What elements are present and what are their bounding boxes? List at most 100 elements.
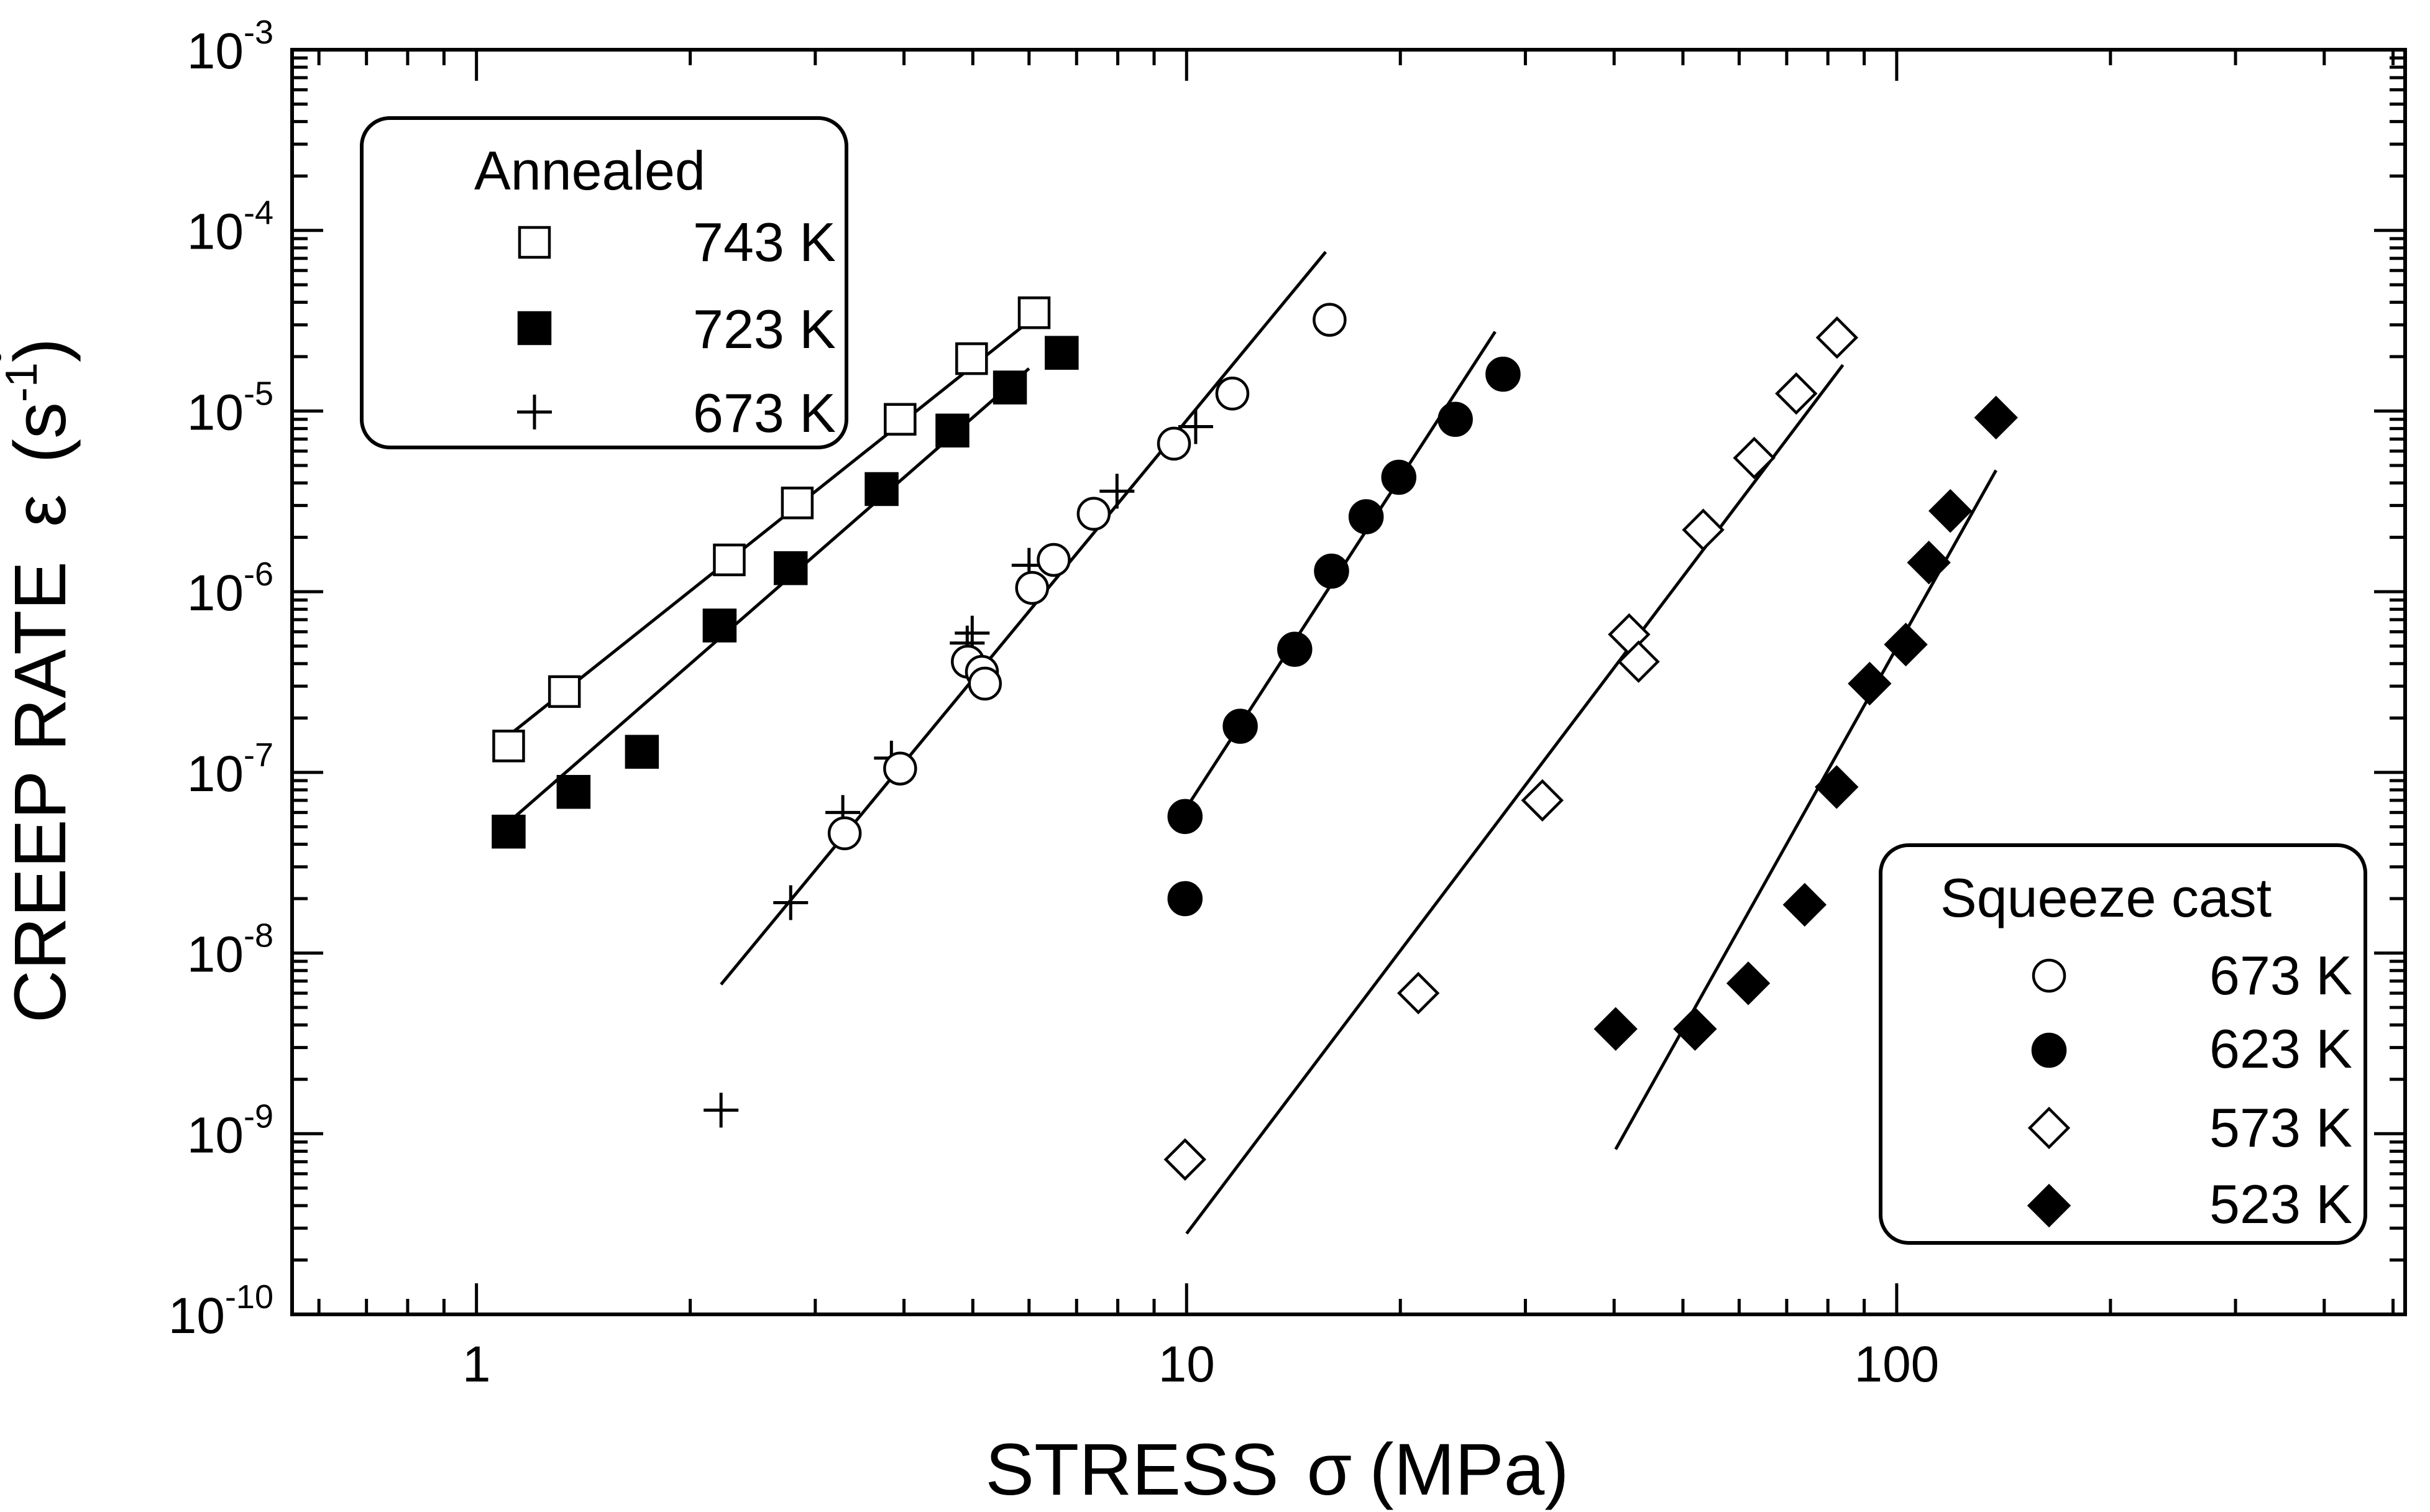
legend-marker-square-open-shape: [518, 226, 551, 259]
data-point-diamond-filled-shape: [1782, 882, 1827, 927]
data-point-circle-open: [1037, 543, 1071, 577]
y-tick-label: 10-10: [168, 1278, 273, 1344]
data-point-circle-open: [883, 751, 917, 786]
data-point-square-filled-shape: [993, 370, 1027, 405]
data-point-diamond-filled: [1848, 661, 1892, 706]
data-point-square-open: [548, 675, 581, 708]
legend-annealed: Annealed 743 K 723 K 673 K: [360, 116, 848, 449]
data-point-diamond-filled: [1907, 541, 1951, 585]
data-point-circle-open: [1157, 426, 1191, 461]
data-point-diamond-open: [1815, 316, 1859, 359]
data-point-circle-filled: [1222, 708, 1258, 744]
legend-annealed-title: Annealed: [474, 140, 705, 201]
data-point-diamond-open-shape: [1775, 372, 1818, 415]
data-point-circle-open-shape: [883, 751, 917, 786]
data-point-circle-open: [1015, 570, 1049, 605]
legend-annealed-entry-1: 743 K: [693, 211, 836, 273]
data-point-circle-open: [1076, 497, 1111, 531]
y-tick-label-base: 10: [187, 927, 244, 983]
data-point-square-filled: [935, 413, 970, 448]
legend-marker-square-filled-shape: [517, 311, 552, 346]
data-point-square-filled-shape: [625, 735, 659, 769]
y-tick-label-base: 10: [187, 746, 244, 802]
legend-marker-circle-open-shape: [2032, 958, 2066, 993]
data-point-circle-filled-shape: [1277, 631, 1313, 667]
data-point-square-open-shape: [781, 487, 814, 520]
data-point-plus: [955, 615, 990, 651]
data-point-diamond-filled: [1884, 622, 1928, 667]
data-point-square-filled-shape: [556, 774, 591, 809]
y-tick-label-base: 10: [187, 565, 244, 621]
data-point-square-filled-shape: [1045, 336, 1079, 370]
data-point-diamond-filled-shape: [1907, 541, 1951, 585]
axis-ticks-layer: [292, 48, 2405, 1316]
data-point-square-filled: [492, 814, 526, 849]
data-point-square-open-shape: [492, 730, 525, 763]
data-point-circle-filled: [1277, 631, 1313, 667]
data-point-square-open-shape: [955, 342, 988, 375]
y-tick-label-base: 10: [187, 204, 244, 260]
y-axis-title-unit-exp: -1: [0, 362, 47, 402]
data-points-layer: [492, 296, 2018, 1181]
data-point-diamond-open: [1733, 436, 1776, 480]
data-point-square-open: [884, 403, 917, 436]
y-tick-label: 10-9: [187, 1097, 273, 1163]
legend-marker-circle-filled: [2031, 1032, 2067, 1068]
y-tick-label-exponent: -7: [244, 736, 273, 774]
legend-marker-square-open: [518, 226, 551, 259]
data-point-circle-open-shape: [1313, 303, 1347, 337]
y-tick-label: 10-7: [187, 736, 273, 802]
y-axis-title-group: CREEP RATE ε (s-1): [0, 338, 81, 1023]
data-point-diamond-filled: [1928, 488, 1973, 533]
x-tick-label: 1: [462, 1336, 491, 1393]
data-point-square-filled-shape: [864, 472, 899, 506]
y-tick-label-base: 10: [187, 23, 244, 80]
data-point-diamond-filled-shape: [1673, 1007, 1717, 1051]
x-tick-label: 100: [1854, 1336, 1939, 1393]
data-point-plus: [1099, 474, 1135, 509]
data-point-circle-open-shape: [1015, 570, 1049, 605]
legend-squeeze-cast-entry-2: 623 K: [2209, 1018, 2352, 1079]
data-point-square-open: [955, 342, 988, 375]
y-tick-label-base: 10: [187, 384, 244, 441]
legend-marker-square-filled: [517, 311, 552, 346]
legend-marker-plus: [517, 395, 552, 429]
legend-squeeze-cast: Squeeze cast 673 K 623 K 573 K 523 K: [1879, 843, 2367, 1245]
data-point-diamond-open: [1775, 372, 1818, 415]
legend-marker-circle-filled-shape: [2031, 1032, 2067, 1068]
data-point-diamond-filled: [1673, 1007, 1717, 1051]
data-point-diamond-open-shape: [1396, 971, 1440, 1015]
legend-marker-diamond-filled: [2027, 1183, 2071, 1228]
y-tick-label-exponent: -10: [225, 1278, 273, 1316]
legend-marker-diamond-filled-shape: [2027, 1183, 2071, 1228]
legend-marker-diamond-open: [2027, 1106, 2071, 1150]
data-point-diamond-filled-shape: [1974, 395, 2018, 440]
data-point-diamond-open-shape: [1682, 508, 1725, 551]
data-point-square-filled-shape: [492, 814, 526, 849]
data-point-circle-open-shape: [968, 666, 1002, 701]
plot-frame: [290, 48, 2407, 1316]
data-point-diamond-open-shape: [1521, 779, 1564, 822]
y-tick-label-exponent: -8: [244, 917, 273, 955]
data-point-diamond-filled-shape: [1726, 961, 1771, 1006]
y-tick-label: 10-8: [187, 917, 273, 983]
data-point-diamond-filled: [1815, 765, 1859, 809]
data-point-square-filled: [625, 735, 659, 769]
data-point-circle-filled: [1167, 799, 1203, 835]
data-point-diamond-filled: [1726, 961, 1771, 1006]
legend-marker-circle-open: [2032, 958, 2066, 993]
legend-squeeze-cast-title: Squeeze cast: [1940, 867, 2272, 928]
data-point-diamond-filled: [1782, 882, 1827, 927]
y-axis-title: CREEP RATE ε (s-1): [0, 338, 81, 1023]
legend-annealed-box: [360, 116, 848, 449]
fit-line: [507, 316, 1035, 737]
data-point-circle-filled: [1167, 881, 1203, 917]
data-point-square-open: [781, 487, 814, 520]
y-axis-title-main: CREEP RATE: [0, 561, 81, 1023]
x-axis-title-main: STRESS: [985, 1429, 1278, 1511]
data-point-diamond-filled-shape: [1884, 622, 1928, 667]
y-tick-label: 10-5: [187, 375, 273, 441]
y-axis-title-unit-pre: (s: [0, 402, 81, 463]
fit-line: [1185, 364, 1845, 1235]
